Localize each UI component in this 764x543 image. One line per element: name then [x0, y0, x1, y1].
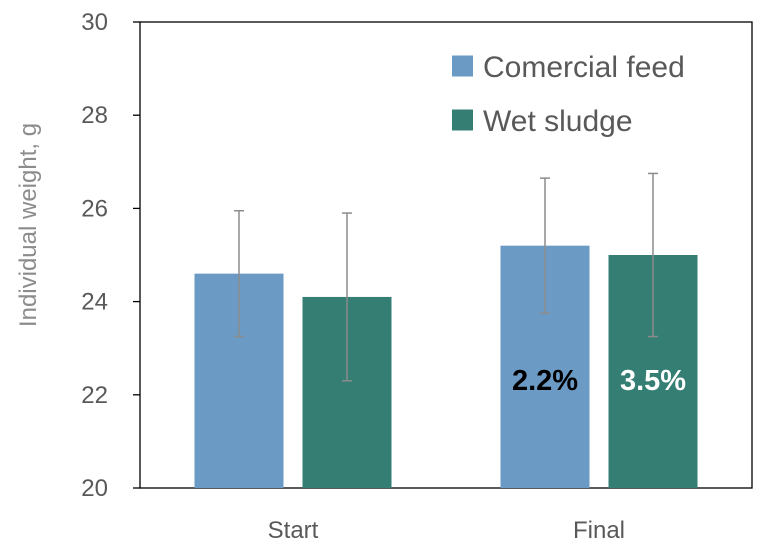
legend-label: Comercial feed: [483, 51, 685, 84]
y-tick-label: 26: [81, 195, 108, 222]
y-tick-label: 30: [81, 9, 108, 36]
x-tick-label: Start: [268, 517, 319, 543]
y-tick-label: 28: [81, 102, 108, 129]
y-tick-label: 24: [81, 289, 108, 316]
x-axis: Start Final: [268, 517, 625, 543]
plot-frame: [139, 21, 753, 489]
legend: Comercial feed Wet sludge: [452, 51, 685, 138]
error-bars: [234, 172, 658, 382]
bar-data-label: 3.5%: [620, 365, 686, 397]
bar-labels: 2.2% 3.5%: [512, 365, 686, 397]
bar-data-label: 2.2%: [512, 365, 578, 397]
legend-swatch: [452, 109, 473, 131]
legend-label: Wet sludge: [483, 105, 633, 138]
x-tick-label: Final: [573, 517, 625, 543]
legend-swatch: [452, 55, 473, 77]
y-axis: 20 22 24 26 28 30: [81, 9, 753, 502]
y-tick-label: 20: [81, 475, 108, 502]
y-tick-label: 22: [81, 382, 108, 409]
y-axis-label: Individual weight, g: [15, 123, 42, 327]
